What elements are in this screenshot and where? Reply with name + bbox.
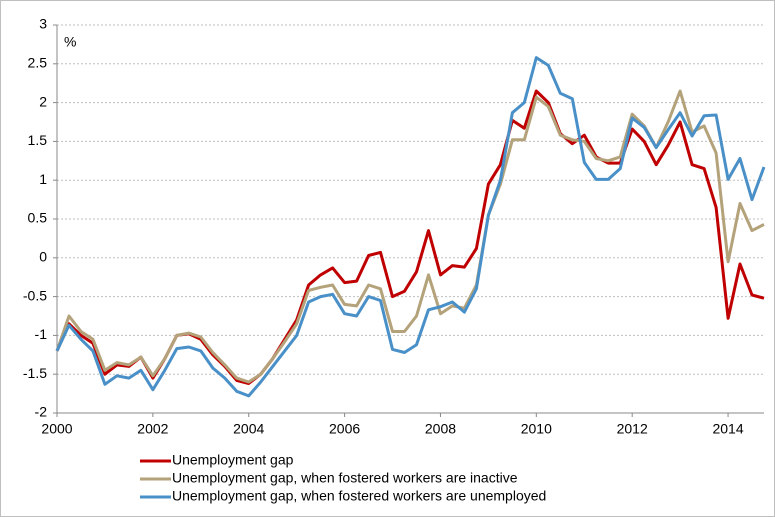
y-tick-label: -1.5	[23, 365, 47, 381]
series-line	[55, 56, 766, 398]
y-tick-label: 2	[39, 93, 47, 109]
y-tick-label: 0.5	[28, 210, 48, 226]
x-tick-label: 2002	[137, 421, 168, 437]
legend-label: Unemployment gap, when fostered workers …	[172, 470, 518, 486]
x-tick-label: 2004	[233, 421, 264, 437]
y-tick-label: 3	[39, 16, 47, 32]
x-tick-label: 2010	[521, 421, 552, 437]
y-tick-label: 1	[39, 171, 47, 187]
x-tick-label: 2012	[617, 421, 648, 437]
x-tick-label: 2014	[712, 421, 743, 437]
unit-label: %	[64, 34, 76, 50]
x-tick-label: 2000	[41, 421, 72, 437]
y-tick-label: 1.5	[28, 132, 48, 148]
legend-label: Unemployment gap	[172, 452, 294, 468]
y-tick-label: -2	[35, 404, 48, 420]
x-tick-label: 2008	[425, 421, 456, 437]
x-tick-label: 2006	[329, 421, 360, 437]
y-tick-label: -0.5	[23, 287, 47, 303]
y-tick-label: 2.5	[28, 55, 48, 71]
legend-label: Unemployment gap, when fostered workers …	[172, 488, 546, 504]
y-tick-label: 0	[39, 249, 47, 265]
y-tick-label: -1	[35, 326, 48, 342]
